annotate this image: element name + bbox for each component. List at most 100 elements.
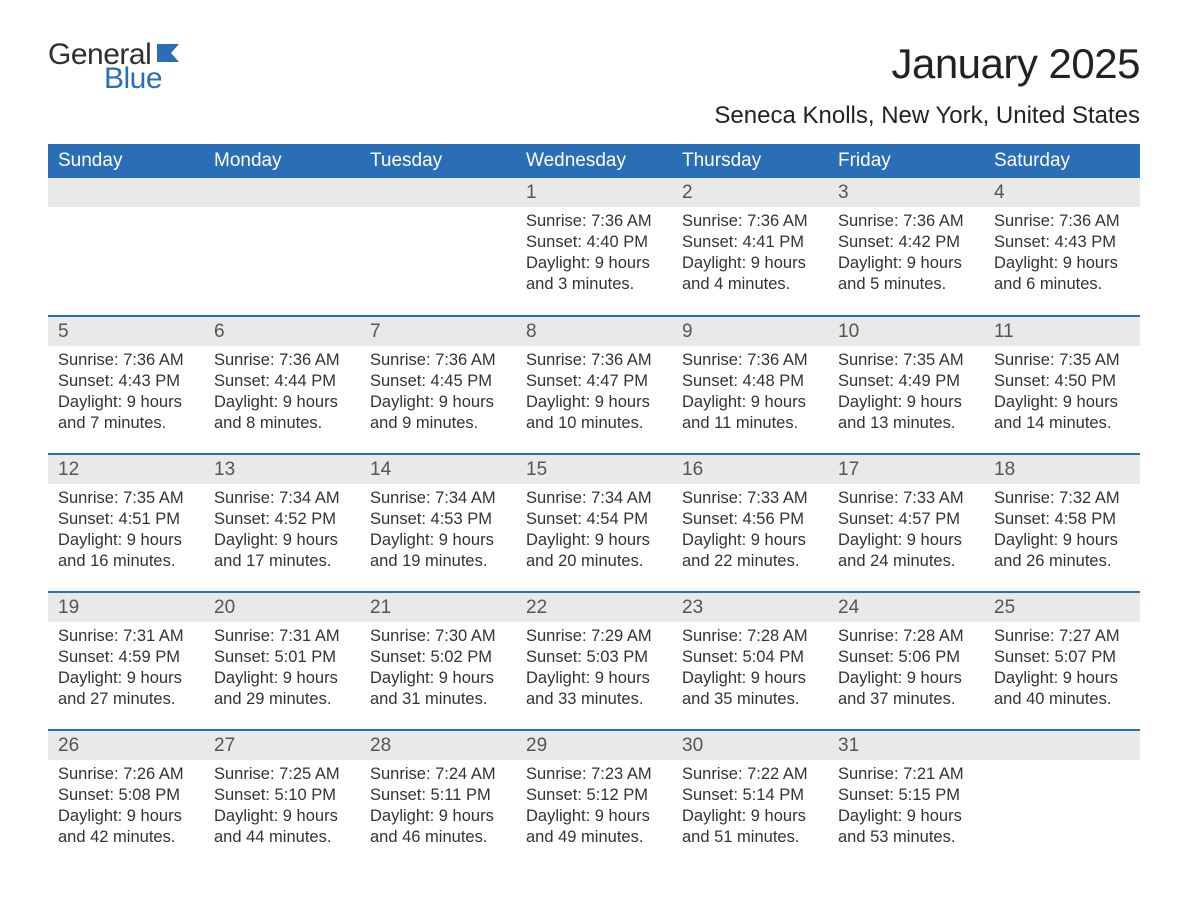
logo-word2: Blue [104,64,191,94]
day-cell: 9Sunrise: 7:36 AMSunset: 4:48 PMDaylight… [672,316,828,454]
sunrise-line: Sunrise: 7:33 AM [682,488,818,509]
day-cell: 15Sunrise: 7:34 AMSunset: 4:54 PMDayligh… [516,454,672,592]
sunset-line: Sunset: 4:52 PM [214,509,350,530]
sunrise-line: Sunrise: 7:29 AM [526,626,662,647]
daylight-line: Daylight: 9 hours and 10 minutes. [526,392,662,434]
daylight-line: Daylight: 9 hours and 7 minutes. [58,392,194,434]
sunset-line: Sunset: 5:14 PM [682,785,818,806]
daylight-line: Daylight: 9 hours and 26 minutes. [994,530,1130,572]
sunrise-line: Sunrise: 7:34 AM [526,488,662,509]
day-number: 23 [672,593,828,622]
location: Seneca Knolls, New York, United States [714,102,1140,130]
sunset-line: Sunset: 5:04 PM [682,647,818,668]
sunrise-line: Sunrise: 7:36 AM [58,350,194,371]
day-body: Sunrise: 7:29 AMSunset: 5:03 PMDaylight:… [516,622,672,714]
daylight-line: Daylight: 9 hours and 40 minutes. [994,668,1130,710]
day-number: 6 [204,317,360,346]
day-header: Sunday [48,144,204,178]
sunrise-line: Sunrise: 7:30 AM [370,626,506,647]
day-cell: 13Sunrise: 7:34 AMSunset: 4:52 PMDayligh… [204,454,360,592]
sunrise-line: Sunrise: 7:36 AM [682,211,818,232]
day-number: 2 [672,178,828,207]
day-header: Friday [828,144,984,178]
day-body: Sunrise: 7:26 AMSunset: 5:08 PMDaylight:… [48,760,204,852]
day-body: Sunrise: 7:33 AMSunset: 4:56 PMDaylight:… [672,484,828,576]
day-cell: 24Sunrise: 7:28 AMSunset: 5:06 PMDayligh… [828,592,984,730]
day-cell: 12Sunrise: 7:35 AMSunset: 4:51 PMDayligh… [48,454,204,592]
sunset-line: Sunset: 4:40 PM [526,232,662,253]
day-cell: 29Sunrise: 7:23 AMSunset: 5:12 PMDayligh… [516,730,672,868]
week-row: 12Sunrise: 7:35 AMSunset: 4:51 PMDayligh… [48,454,1140,592]
daylight-line: Daylight: 9 hours and 31 minutes. [370,668,506,710]
day-body: Sunrise: 7:27 AMSunset: 5:07 PMDaylight:… [984,622,1140,714]
day-body: Sunrise: 7:30 AMSunset: 5:02 PMDaylight:… [360,622,516,714]
sunset-line: Sunset: 5:06 PM [838,647,974,668]
daylight-line: Daylight: 9 hours and 20 minutes. [526,530,662,572]
day-number: 24 [828,593,984,622]
day-body: Sunrise: 7:35 AMSunset: 4:50 PMDaylight:… [984,346,1140,438]
day-cell: 6Sunrise: 7:36 AMSunset: 4:44 PMDaylight… [204,316,360,454]
sunrise-line: Sunrise: 7:28 AM [838,626,974,647]
week-row: 19Sunrise: 7:31 AMSunset: 4:59 PMDayligh… [48,592,1140,730]
day-number: 1 [516,178,672,207]
daylight-line: Daylight: 9 hours and 9 minutes. [370,392,506,434]
daylight-line: Daylight: 9 hours and 49 minutes. [526,806,662,848]
sunrise-line: Sunrise: 7:34 AM [214,488,350,509]
day-number: 19 [48,593,204,622]
sunset-line: Sunset: 5:15 PM [838,785,974,806]
calendar-header-row: SundayMondayTuesdayWednesdayThursdayFrid… [48,144,1140,178]
day-body: Sunrise: 7:35 AMSunset: 4:49 PMDaylight:… [828,346,984,438]
day-cell: 4Sunrise: 7:36 AMSunset: 4:43 PMDaylight… [984,178,1140,316]
sunset-line: Sunset: 4:49 PM [838,371,974,392]
sunrise-line: Sunrise: 7:34 AM [370,488,506,509]
daylight-line: Daylight: 9 hours and 17 minutes. [214,530,350,572]
sunset-line: Sunset: 5:01 PM [214,647,350,668]
day-body: Sunrise: 7:21 AMSunset: 5:15 PMDaylight:… [828,760,984,852]
daylight-line: Daylight: 9 hours and 4 minutes. [682,253,818,295]
day-body: Sunrise: 7:23 AMSunset: 5:12 PMDaylight:… [516,760,672,852]
day-cell: 21Sunrise: 7:30 AMSunset: 5:02 PMDayligh… [360,592,516,730]
sunrise-line: Sunrise: 7:31 AM [58,626,194,647]
sunset-line: Sunset: 4:43 PM [994,232,1130,253]
daylight-line: Daylight: 9 hours and 35 minutes. [682,668,818,710]
sunset-line: Sunset: 4:42 PM [838,232,974,253]
sunset-line: Sunset: 4:41 PM [682,232,818,253]
sunrise-line: Sunrise: 7:36 AM [838,211,974,232]
sunset-line: Sunset: 4:58 PM [994,509,1130,530]
daylight-line: Daylight: 9 hours and 44 minutes. [214,806,350,848]
day-number: 21 [360,593,516,622]
day-number [204,178,360,207]
week-row: 1 Sunrise: 7:36 AM Sunset: 4:40 PM Daylight… [48,178,1140,316]
sunrise-line: Sunrise: 7:35 AM [994,350,1130,371]
day-body: Sunrise: 7:28 AMSunset: 5:04 PMDaylight:… [672,622,828,714]
sunset-line: Sunset: 5:11 PM [370,785,506,806]
day-header: Saturday [984,144,1140,178]
sunrise-line: Sunrise: 7:36 AM [370,350,506,371]
sunset-line: Sunset: 5:08 PM [58,785,194,806]
day-cell: 20Sunrise: 7:31 AMSunset: 5:01 PMDayligh… [204,592,360,730]
day-body: Sunrise: 7:22 AMSunset: 5:14 PMDaylight:… [672,760,828,852]
sunset-line: Sunset: 4:47 PM [526,371,662,392]
sunset-line: Sunset: 4:43 PM [58,371,194,392]
sunrise-line: Sunrise: 7:32 AM [994,488,1130,509]
day-number: 25 [984,593,1140,622]
calendar-table: SundayMondayTuesdayWednesdayThursdayFrid… [48,144,1140,868]
daylight-line: Daylight: 9 hours and 11 minutes. [682,392,818,434]
logo: General Blue [48,40,191,94]
day-cell [984,730,1140,868]
sunrise-line: Sunrise: 7:31 AM [214,626,350,647]
sunset-line: Sunset: 4:44 PM [214,371,350,392]
day-number: 3 [828,178,984,207]
sunset-line: Sunset: 4:57 PM [838,509,974,530]
day-body: Sunrise: 7:36 AMSunset: 4:47 PMDaylight:… [516,346,672,438]
day-cell: 5Sunrise: 7:36 AMSunset: 4:43 PMDaylight… [48,316,204,454]
day-cell: 23Sunrise: 7:28 AMSunset: 5:04 PMDayligh… [672,592,828,730]
day-cell: 17Sunrise: 7:33 AMSunset: 4:57 PMDayligh… [828,454,984,592]
day-body: Sunrise: 7:31 AMSunset: 5:01 PMDaylight:… [204,622,360,714]
day-body: Sunrise: 7:31 AMSunset: 4:59 PMDaylight:… [48,622,204,714]
day-body: Sunrise: 7:36 AMSunset: 4:43 PMDaylight:… [984,207,1140,299]
sunrise-line: Sunrise: 7:36 AM [994,211,1130,232]
day-number: 26 [48,731,204,760]
sunset-line: Sunset: 4:59 PM [58,647,194,668]
day-cell: 26Sunrise: 7:26 AMSunset: 5:08 PMDayligh… [48,730,204,868]
